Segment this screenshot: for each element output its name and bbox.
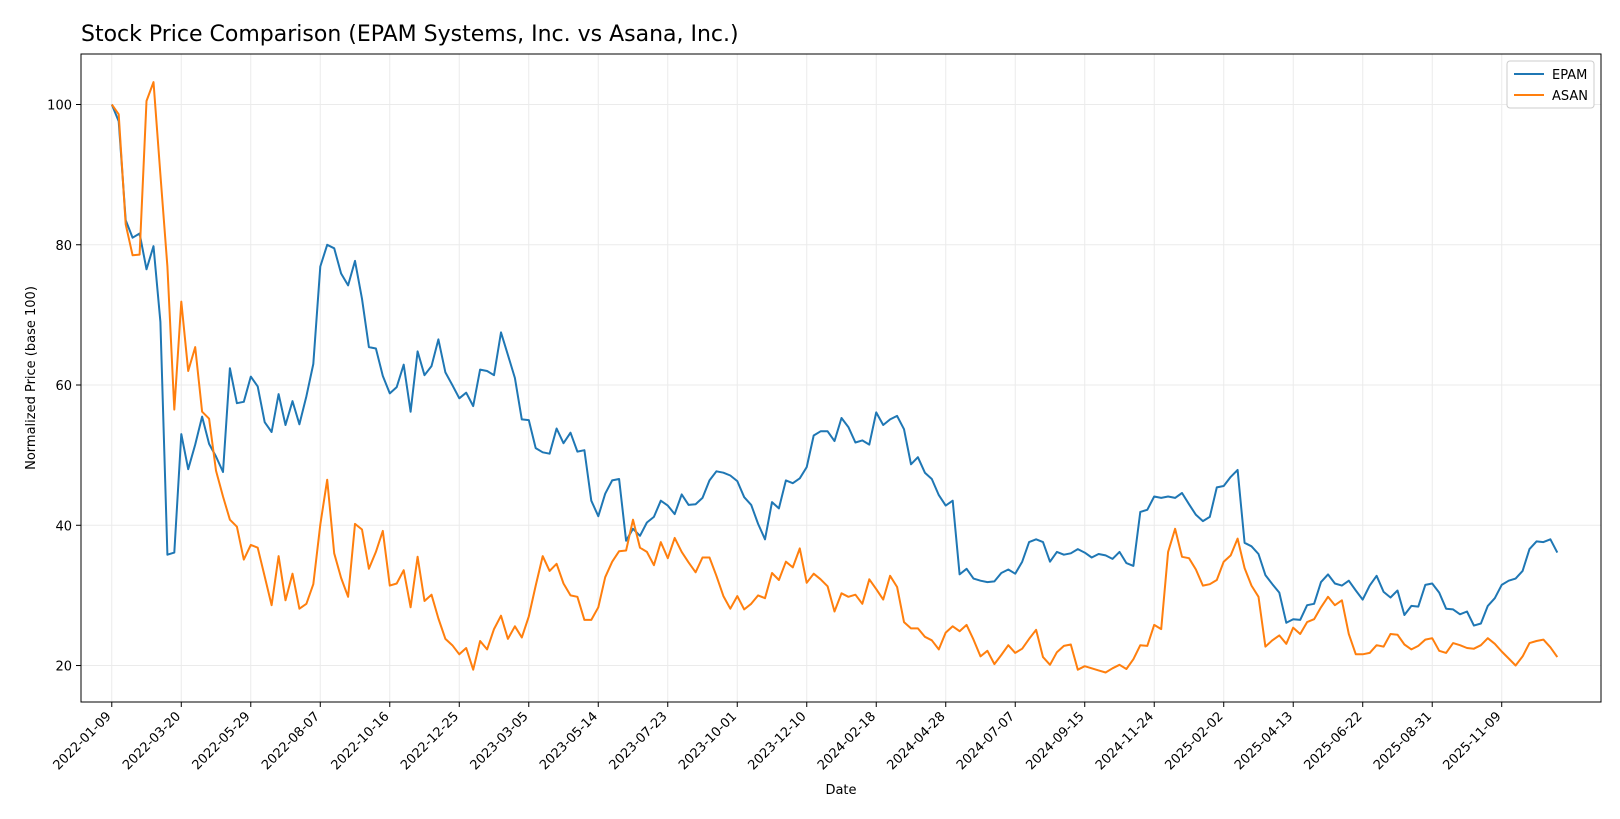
series-layer — [110, 81, 1559, 674]
y-axis: 20 40 60 80 100 — [47, 98, 81, 675]
series-line-asan — [110, 81, 1559, 674]
y-axis-label: Normalized Price (base 100) — [24, 286, 39, 470]
x-axis-label: Date — [825, 783, 856, 798]
y-tick-label: 40 — [55, 519, 72, 534]
legend-label-epam: EPAM — [1552, 68, 1587, 83]
y-tick-label: 100 — [47, 98, 72, 113]
y-tick-label: 80 — [55, 239, 72, 254]
legend-box — [1506, 60, 1595, 109]
plot-frame — [80, 53, 1602, 703]
legend-label-asan: ASAN — [1552, 89, 1588, 104]
grid — [81, 54, 1601, 702]
chart-title: Stock Price Comparison (EPAM Systems, In… — [81, 22, 739, 47]
y-tick-label: 20 — [55, 660, 72, 675]
y-tick-label: 60 — [55, 379, 72, 394]
series-line-epam — [110, 104, 1559, 627]
legend: EPAM ASAN — [1506, 60, 1595, 109]
